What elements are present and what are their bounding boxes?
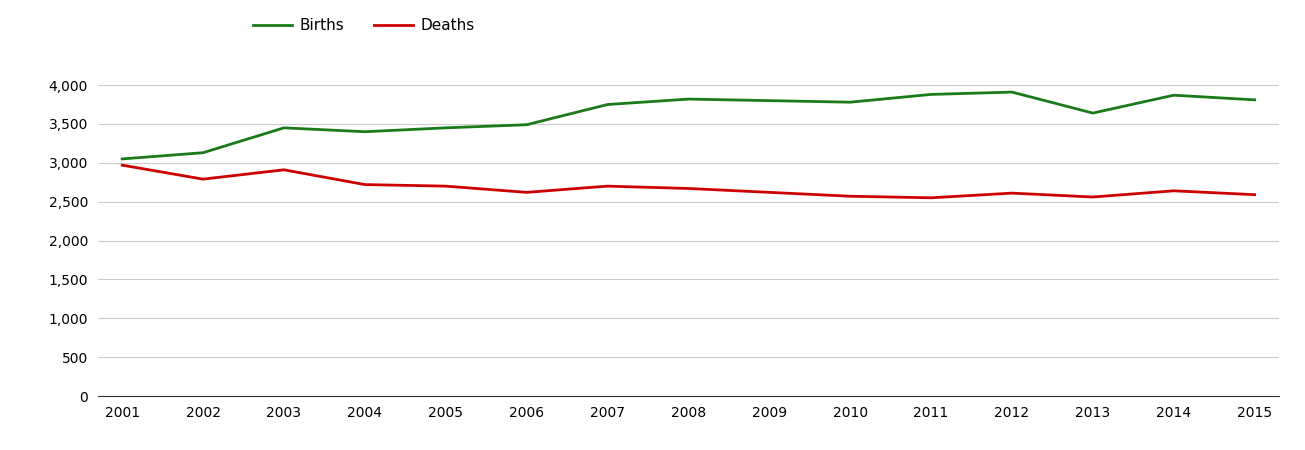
Deaths [1165,188,1181,194]
Deaths [761,189,776,195]
Deaths [1084,194,1100,200]
Deaths [519,189,535,195]
Deaths [277,167,292,172]
Births [600,102,616,107]
Births [438,125,454,130]
Deaths [600,184,616,189]
Line: Deaths: Deaths [123,165,1254,198]
Births [277,125,292,130]
Births [1084,110,1100,116]
Births [680,96,696,102]
Deaths [438,184,454,189]
Births [923,92,938,97]
Births [115,156,130,162]
Deaths [1246,192,1262,198]
Births [196,150,211,155]
Births [842,99,857,105]
Births [761,98,776,104]
Deaths [842,194,857,199]
Deaths [358,182,373,187]
Births [358,129,373,135]
Legend: Births, Deaths: Births, Deaths [247,12,480,40]
Deaths [115,162,130,168]
Deaths [1004,190,1019,196]
Deaths [923,195,938,201]
Births [519,122,535,127]
Births [1246,97,1262,103]
Births [1165,93,1181,98]
Deaths [680,186,696,191]
Line: Births: Births [123,92,1254,159]
Deaths [196,176,211,182]
Births [1004,90,1019,95]
